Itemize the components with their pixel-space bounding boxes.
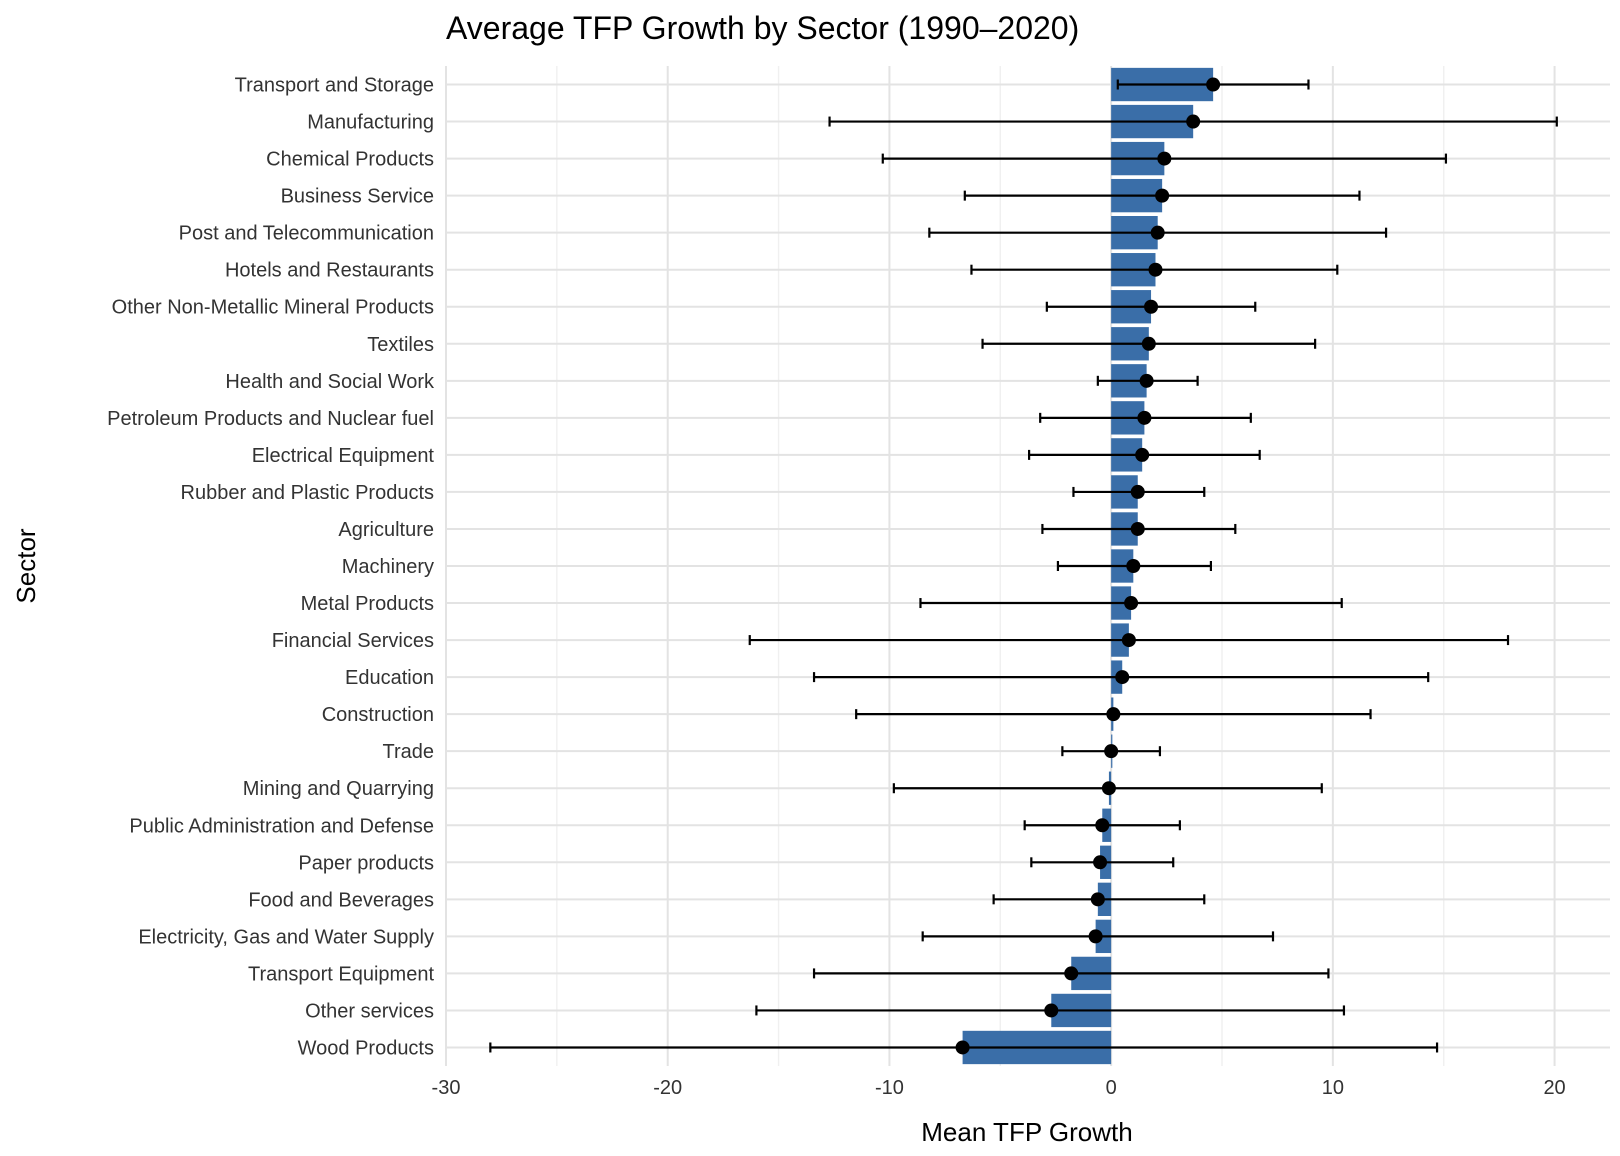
y-tick-label: Rubber and Plastic Products <box>181 482 434 504</box>
y-tick-label: Health and Social Work <box>225 371 435 393</box>
y-tick-label: Food and Beverages <box>248 889 434 911</box>
y-tick-label: Textiles <box>367 334 434 356</box>
mean-points <box>955 77 1221 1055</box>
y-tick-label: Manufacturing <box>307 112 434 134</box>
y-tick-label: Business Service <box>281 186 434 208</box>
x-axis-title: Mean TFP Growth <box>921 1117 1132 1147</box>
y-tick-label: Chemical Products <box>266 149 434 171</box>
y-tick-label: Transport Equipment <box>248 963 434 985</box>
y-tick-label: Other Non-Metallic Mineral Products <box>112 297 434 319</box>
mean-point <box>1124 596 1139 611</box>
mean-point <box>1064 966 1079 981</box>
mean-point <box>1130 484 1145 499</box>
mean-point <box>1206 77 1221 92</box>
y-tick-label: Electricity, Gas and Water Supply <box>138 926 434 948</box>
mean-point <box>1101 781 1116 796</box>
y-tick-label: Hotels and Restaurants <box>225 260 434 282</box>
mean-point <box>1104 744 1119 759</box>
mean-point <box>1186 114 1201 129</box>
mean-point <box>1088 929 1103 944</box>
mean-point <box>1150 225 1165 240</box>
mean-point <box>1137 410 1152 425</box>
x-tick-label: 10 <box>1322 1077 1344 1099</box>
mean-point <box>955 1040 970 1055</box>
mean-point <box>1155 188 1170 203</box>
y-tick-label: Trade <box>382 741 434 763</box>
y-tick-label: Mining and Quarrying <box>243 778 434 800</box>
y-tick-label: Financial Services <box>272 630 434 652</box>
x-tick-label: -30 <box>432 1077 461 1099</box>
mean-point <box>1106 707 1121 722</box>
x-tick-label: -20 <box>653 1077 682 1099</box>
y-tick-label: Metal Products <box>301 593 434 615</box>
mean-point <box>1044 1003 1059 1018</box>
y-tick-label: Wood Products <box>298 1037 434 1059</box>
y-tick-label: Public Administration and Defense <box>129 815 434 837</box>
y-tick-label: Education <box>345 667 434 689</box>
y-tick-label: Petroleum Products and Nuclear fuel <box>107 408 434 430</box>
y-tick-label: Electrical Equipment <box>252 445 435 467</box>
mean-point <box>1130 521 1145 536</box>
mean-point <box>1148 262 1163 277</box>
y-tick-label: Agriculture <box>338 519 434 541</box>
mean-point <box>1139 373 1154 388</box>
y-tick-label: Paper products <box>298 852 434 874</box>
mean-point <box>1157 151 1172 166</box>
y-tick-label: Post and Telecommunication <box>179 223 434 245</box>
y-axis-title: Sector <box>11 528 41 603</box>
grid <box>445 66 1610 1066</box>
mean-point <box>1126 559 1141 573</box>
mean-point <box>1115 670 1130 685</box>
mean-point <box>1144 299 1159 314</box>
x-tick-label: -10 <box>875 1077 904 1099</box>
mean-point <box>1090 892 1105 907</box>
mean-point <box>1141 336 1156 351</box>
mean-point <box>1095 818 1110 833</box>
mean-point <box>1121 633 1136 648</box>
x-tick-label: 20 <box>1543 1077 1565 1099</box>
y-tick-labels: Transport and Storage Manufacturing Chemic… <box>107 75 435 1060</box>
mean-point <box>1135 447 1150 462</box>
y-tick-label: Construction <box>322 704 434 726</box>
y-tick-label: Other services <box>305 1000 434 1022</box>
chart-title: Average TFP Growth by Sector (1990–2020) <box>446 10 1079 46</box>
x-tick-labels: -30 -20 -10 0 10 20 <box>432 1077 1566 1099</box>
x-tick-label: 0 <box>1106 1077 1117 1099</box>
y-tick-label: Machinery <box>342 556 434 578</box>
y-tick-label: Transport and Storage <box>235 75 434 97</box>
mean-point <box>1093 855 1108 870</box>
